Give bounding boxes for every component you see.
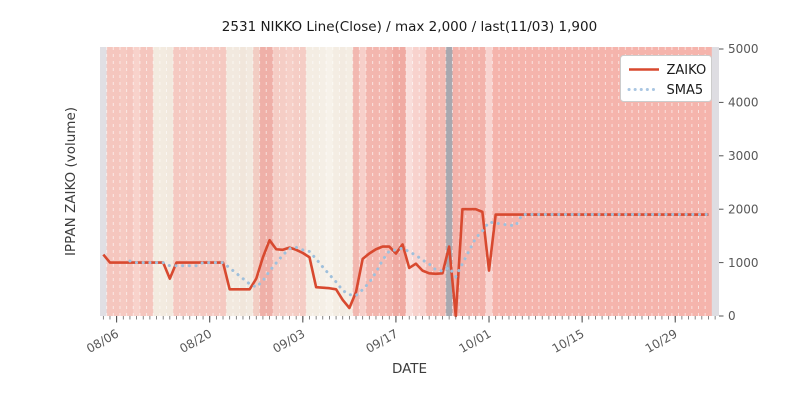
x-tick-label: 10/29: [643, 326, 680, 355]
x-tick-label: 08/20: [177, 326, 214, 355]
y-tick-label: 1000: [728, 256, 759, 270]
y-tick-label: 3000: [728, 149, 759, 163]
x-tick-label: 09/03: [270, 326, 307, 355]
x-tick-label: 09/17: [363, 326, 400, 355]
x-axis-ticks: 08/06 08/20 09/03 09/17 10/01 10/15 10/29: [84, 316, 716, 356]
chart-title: 2531 NIKKO Line(Close) / max 2,000 / las…: [222, 19, 597, 35]
x-axis-label: DATE: [392, 361, 427, 377]
legend: ZAIKO SMA5: [620, 55, 712, 102]
x-tick-label: 10/01: [457, 326, 494, 355]
zaiko-line: [102, 207, 709, 318]
y-tick-label: 4000: [728, 96, 759, 110]
y-axis-ticks: 0 1000 2000 3000 4000 5000: [719, 42, 759, 323]
sma5-dotted-line: [128, 213, 710, 298]
legend-label-zaiko: ZAIKO: [667, 63, 707, 78]
y-tick-label: 0: [728, 309, 736, 323]
background-bands: [100, 47, 713, 316]
x-tick-label: 10/15: [550, 326, 587, 355]
x-tick-label: 08/06: [84, 326, 121, 355]
legend-label-sma5: SMA5: [667, 83, 704, 98]
y-tick-label: 5000: [728, 42, 759, 56]
right-edge-strip: [711, 47, 719, 316]
y-tick-label: 2000: [728, 202, 759, 216]
y-axis-label: IPPAN ZAIKO (volume): [63, 107, 79, 256]
legend-box: [620, 55, 712, 102]
